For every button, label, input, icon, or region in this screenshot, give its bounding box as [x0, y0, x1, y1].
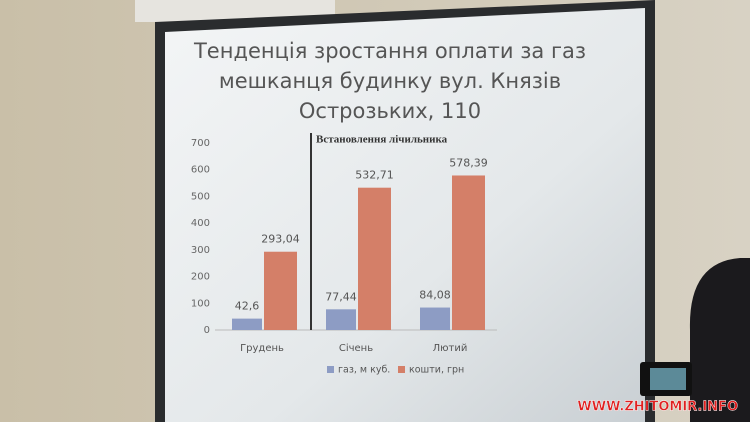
x-tick-label: Січень — [339, 342, 373, 354]
value-label: 532,71 — [355, 169, 394, 182]
value-label: 578,39 — [449, 156, 488, 169]
bar — [420, 307, 450, 330]
y-tick-label: 600 — [191, 165, 210, 176]
y-tick-label: 500 — [191, 191, 210, 202]
chart-title: Тенденція зростання оплати за газ — [193, 39, 586, 63]
y-tick-label: 200 — [191, 272, 210, 283]
person — [689, 258, 750, 422]
value-label: 42,6 — [235, 300, 260, 313]
y-tick-label: 100 — [191, 298, 210, 309]
y-tick-label: 300 — [191, 245, 210, 256]
bar — [264, 251, 297, 330]
bar — [326, 309, 356, 330]
annotation: Встановлення лічильника — [316, 134, 448, 146]
chart: Тенденція зростання оплати за газ мешканц… — [191, 39, 586, 376]
legend-label: кошти, грн — [409, 365, 464, 376]
y-tick-label: 400 — [191, 218, 210, 229]
x-tick-label: Грудень — [240, 343, 284, 354]
y-tick-label: 700 — [191, 138, 210, 149]
chart-title: Острозьких, 110 — [299, 99, 481, 123]
value-label: 84,08 — [419, 289, 451, 302]
legend-label: газ, м куб. — [338, 365, 390, 376]
legend-swatch — [398, 366, 405, 373]
bar — [358, 187, 391, 330]
value-label: 77,44 — [325, 290, 357, 303]
bar — [452, 175, 485, 330]
bar — [232, 318, 262, 330]
camera-display — [650, 368, 686, 390]
value-label: 293,04 — [261, 233, 300, 246]
watermark: WWW.ZHITOMIR.INFO — [577, 400, 738, 415]
x-tick-label: Лютий — [433, 343, 468, 354]
y-tick-label: 0 — [204, 325, 210, 336]
legend-swatch — [327, 366, 334, 373]
chart-title: мешканця будинку вул. Князів — [219, 69, 561, 93]
